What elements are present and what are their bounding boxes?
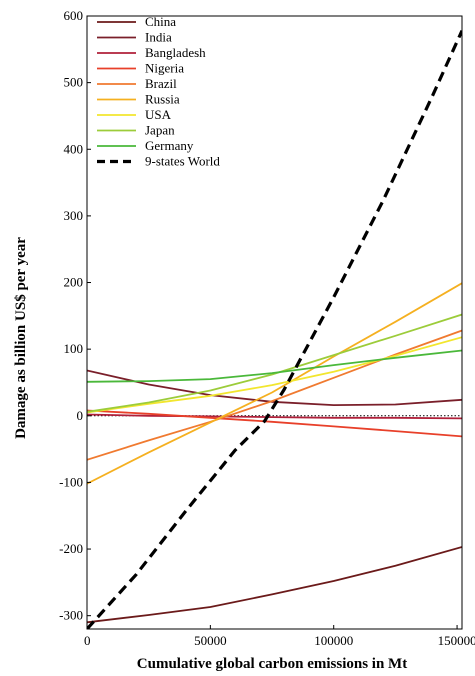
y-tick-label: -200 <box>59 541 83 556</box>
series-line-russia <box>87 282 462 485</box>
series-line-9-states-world <box>87 30 462 629</box>
series-line-nigeria <box>87 409 462 438</box>
legend-label-russia: Russia <box>145 92 180 107</box>
plot-frame <box>86 15 463 630</box>
series-line-brazil <box>87 329 462 461</box>
series-line-usa <box>87 336 462 414</box>
legend-label-usa: USA <box>145 107 172 122</box>
x-tick-label: 50000 <box>194 633 227 648</box>
legend-label-nigeria: Nigeria <box>145 61 184 76</box>
series-line-bangladesh <box>87 413 462 420</box>
y-tick-label: -100 <box>59 474 83 489</box>
y-tick-label: 400 <box>64 141 84 156</box>
legend-label-bangladesh: Bangladesh <box>145 45 206 60</box>
x-tick-label: 150000 <box>438 633 475 648</box>
legend-label-germany: Germany <box>145 138 194 153</box>
x-axis-title: Cumulative global carbon emissions in Mt <box>137 656 407 672</box>
y-axis-title: Damage as billion US$ per year <box>13 237 29 439</box>
legend-label-brazil: Brazil <box>145 76 177 91</box>
series-line-china <box>87 546 462 624</box>
legend-label-india: India <box>145 30 172 45</box>
y-tick-label: -300 <box>59 608 83 623</box>
x-tick-label: 100000 <box>314 633 353 648</box>
y-tick-label: 200 <box>64 275 84 290</box>
y-tick-label: 500 <box>64 75 84 90</box>
x-tick-label: 0 <box>84 633 91 648</box>
series-line-germany <box>87 349 462 383</box>
legend-label-china: China <box>145 14 176 29</box>
y-tick-label: 0 <box>77 408 84 423</box>
legend-label-9-states-world: 9-states World <box>145 154 220 169</box>
legend-label-japan: Japan <box>145 123 175 138</box>
series-line-japan <box>87 313 462 413</box>
plot-area <box>87 30 462 629</box>
legend: ChinaIndiaBangladeshNigeriaBrazilRussiaU… <box>97 14 220 169</box>
y-tick-label: 300 <box>64 208 84 223</box>
y-tick-label: 100 <box>64 341 84 356</box>
axes: -300 -200 -100 0 100 200 300 400 500 600 0 50000 100… <box>59 8 475 648</box>
series-group <box>87 30 462 629</box>
y-tick-label: 600 <box>64 8 84 23</box>
